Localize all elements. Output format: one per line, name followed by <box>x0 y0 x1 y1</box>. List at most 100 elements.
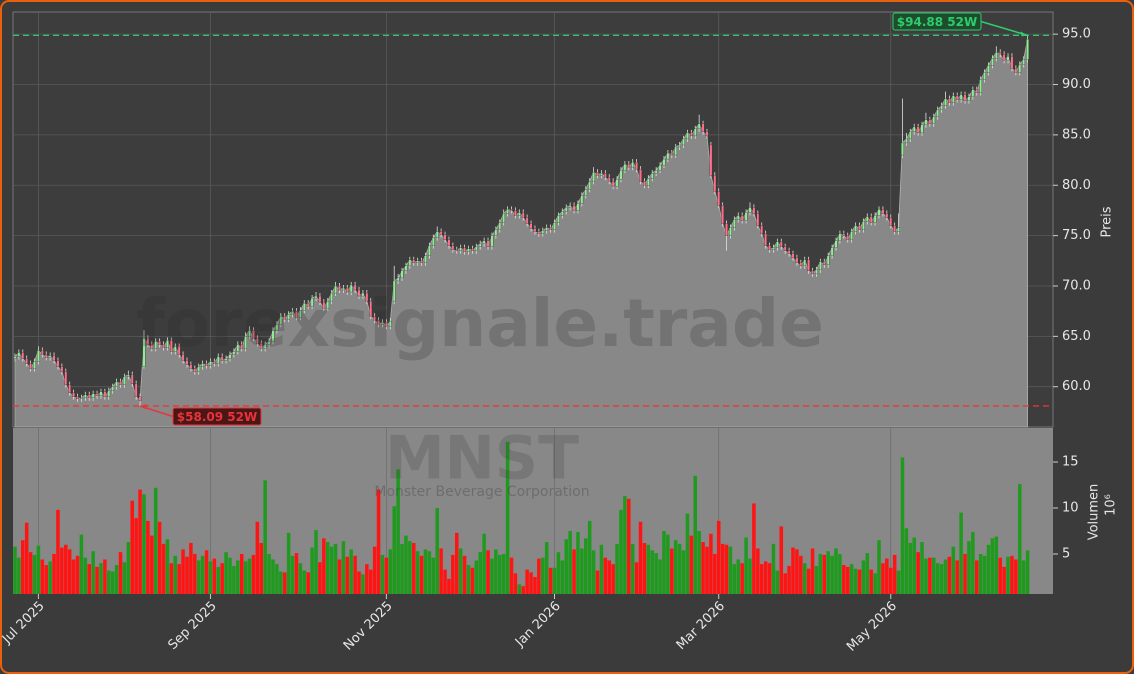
volume-bar <box>196 560 201 594</box>
volume-bar <box>126 542 131 594</box>
volume-bar <box>623 496 627 594</box>
candle-body <box>193 368 197 372</box>
volume-bar <box>361 574 365 594</box>
volume-bar <box>157 521 162 594</box>
candle-body <box>119 381 122 385</box>
candle-body <box>905 138 908 144</box>
volume-bar <box>810 548 815 594</box>
candle-body <box>908 131 912 140</box>
candle-body <box>84 394 87 398</box>
volume-bar <box>638 521 643 594</box>
volume-bar <box>818 553 823 594</box>
volume-bar <box>505 441 510 594</box>
volume-bar <box>267 553 271 594</box>
candle-body <box>549 227 552 230</box>
candle-body <box>725 223 728 236</box>
volume-bar <box>466 565 471 594</box>
candle-body <box>525 217 529 224</box>
volume-bar <box>357 571 361 594</box>
volume-bar <box>896 570 901 594</box>
candle-body <box>209 361 212 366</box>
candle-body <box>967 96 971 101</box>
candle-body <box>275 324 279 331</box>
candle-body <box>955 95 959 100</box>
candle-body <box>267 341 271 345</box>
x-tick-label: Jan 2026 <box>512 599 564 651</box>
candle-body <box>740 215 744 221</box>
volume-tick-label: 15 <box>1062 455 1079 470</box>
candle-body <box>52 355 56 361</box>
volume-bar <box>865 553 870 594</box>
candle-body <box>103 391 107 397</box>
volume-bar <box>630 543 635 594</box>
volume-bar <box>947 556 952 594</box>
volume-bar <box>415 551 420 594</box>
candle-body <box>658 164 662 171</box>
candle-body <box>463 247 466 252</box>
volume-bar <box>1006 556 1010 594</box>
annotation-label: $58.09 52W <box>177 410 257 424</box>
candle-body <box>901 142 904 156</box>
candle-body <box>99 391 103 396</box>
candle-body <box>256 338 259 344</box>
candle-body <box>842 233 846 236</box>
candle-body <box>928 119 932 124</box>
volume-bar <box>56 509 60 594</box>
candle-body <box>158 341 161 345</box>
candle-body <box>1002 54 1006 61</box>
volume-bar <box>842 565 846 594</box>
volume-bar <box>138 489 142 594</box>
volume-bar <box>380 554 385 594</box>
volume-bar <box>243 561 248 594</box>
candle-body <box>95 393 99 396</box>
volume-bar <box>701 542 705 594</box>
volume-bar <box>599 544 604 594</box>
candle-body <box>154 341 158 349</box>
candle-body <box>310 297 314 307</box>
volume-bar <box>951 546 956 594</box>
candle-body <box>420 260 423 263</box>
volume-bar <box>900 457 905 594</box>
volume-bar <box>337 559 342 594</box>
volume-bar <box>978 553 983 594</box>
volume-bar <box>716 520 721 594</box>
candle-body <box>607 177 611 182</box>
candle-body <box>881 209 885 214</box>
volume-bar <box>693 475 698 594</box>
candle-body <box>830 247 834 256</box>
candle-body <box>232 351 236 355</box>
candle-body <box>138 396 142 401</box>
volume-bar <box>99 563 103 594</box>
volume-bar <box>21 540 25 594</box>
y-tick-label: 85.0 <box>1062 127 1091 142</box>
candle-body <box>44 354 48 358</box>
candle-body <box>41 350 44 355</box>
candle-body <box>381 322 384 325</box>
candle-body <box>799 262 803 266</box>
candle-body <box>748 207 752 213</box>
candle-body <box>932 116 936 124</box>
volume-bar <box>928 557 932 594</box>
candle-body <box>521 212 525 218</box>
candle-body <box>885 213 889 218</box>
volume-bar <box>912 537 916 594</box>
candle-body <box>447 239 451 246</box>
volume-bar <box>411 542 416 594</box>
volume-bar <box>806 568 811 594</box>
volume-bar <box>935 563 940 594</box>
volume-bar <box>802 563 807 594</box>
volume-bar <box>290 555 295 594</box>
volume-bar <box>212 558 217 594</box>
volume-bar <box>408 541 412 594</box>
volume-bar <box>130 500 135 594</box>
volume-bar <box>107 570 111 594</box>
volume-bar <box>576 531 580 594</box>
volume-bar <box>501 553 506 594</box>
volume-bar <box>955 560 959 594</box>
candle-body <box>615 179 619 187</box>
volume-bar <box>193 553 197 594</box>
volume-bar <box>32 554 37 594</box>
volume-bar <box>142 494 146 594</box>
candle-body <box>134 383 138 397</box>
